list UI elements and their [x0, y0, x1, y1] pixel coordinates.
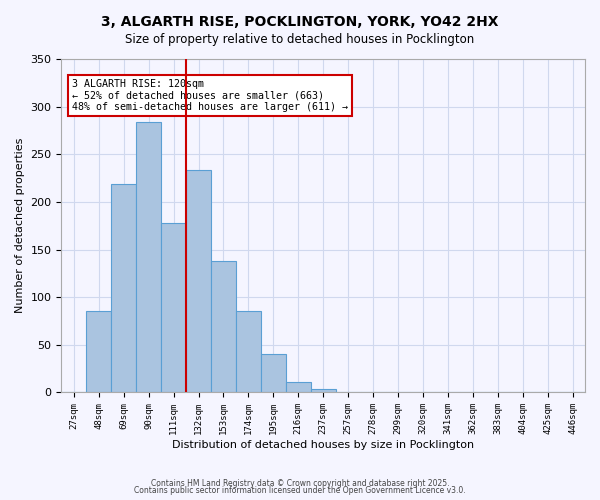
- Text: Size of property relative to detached houses in Pocklington: Size of property relative to detached ho…: [125, 32, 475, 46]
- Bar: [186, 170, 211, 392]
- Bar: [236, 312, 261, 392]
- Bar: [136, 122, 161, 392]
- Bar: [311, 388, 335, 392]
- X-axis label: Distribution of detached houses by size in Pocklington: Distribution of detached houses by size …: [172, 440, 474, 450]
- Bar: [211, 261, 236, 392]
- Text: 3, ALGARTH RISE, POCKLINGTON, YORK, YO42 2HX: 3, ALGARTH RISE, POCKLINGTON, YORK, YO42…: [101, 15, 499, 29]
- Bar: [111, 184, 136, 392]
- Bar: [161, 223, 186, 392]
- Bar: [86, 312, 111, 392]
- Y-axis label: Number of detached properties: Number of detached properties: [15, 138, 25, 314]
- Text: 3 ALGARTH RISE: 120sqm
← 52% of detached houses are smaller (663)
48% of semi-de: 3 ALGARTH RISE: 120sqm ← 52% of detached…: [72, 79, 348, 112]
- Text: Contains public sector information licensed under the Open Government Licence v3: Contains public sector information licen…: [134, 486, 466, 495]
- Bar: [286, 382, 311, 392]
- Bar: [261, 354, 286, 393]
- Text: Contains HM Land Registry data © Crown copyright and database right 2025.: Contains HM Land Registry data © Crown c…: [151, 478, 449, 488]
